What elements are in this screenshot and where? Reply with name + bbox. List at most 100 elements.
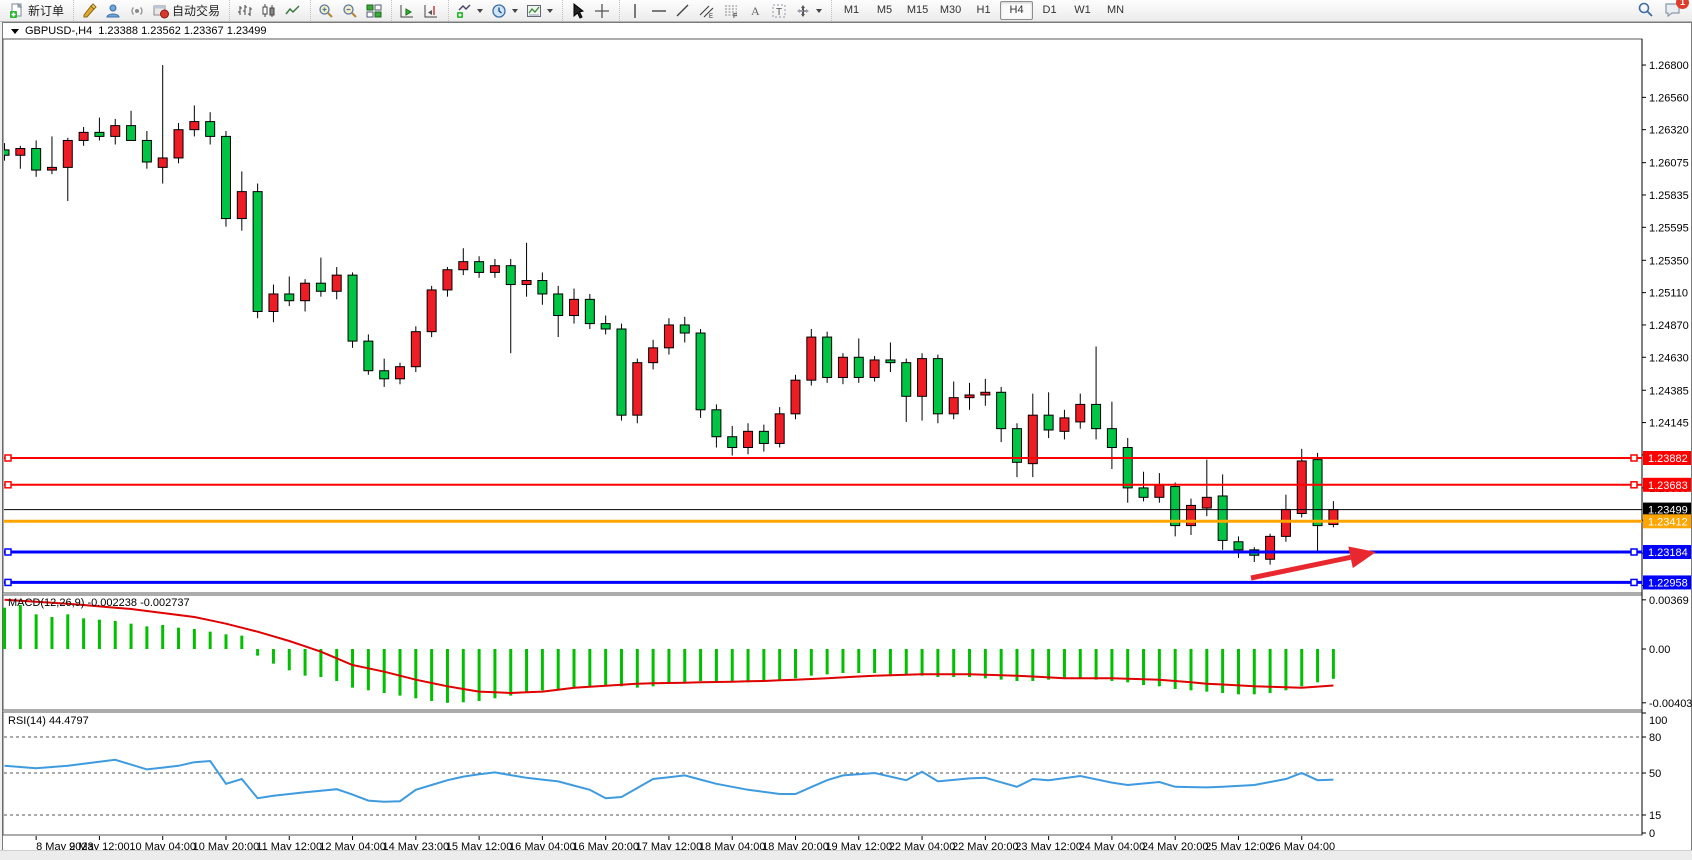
candle-body-bear [854, 357, 863, 377]
candle [411, 326, 420, 372]
candle-body-bull [158, 158, 167, 167]
candle-body-bear [1107, 429, 1116, 448]
candle-body-bear [364, 341, 373, 371]
candle [933, 355, 942, 424]
hline-price-tag-text: 1.23882 [1648, 453, 1688, 465]
rsi-label: RSI(14) 44.4797 [8, 715, 89, 727]
candle-body-bull [1266, 536, 1275, 559]
hline-price-tag-text: 1.23412 [1648, 516, 1688, 528]
hline-handle[interactable] [1631, 549, 1637, 555]
candle [427, 286, 436, 337]
candle-body-bear [538, 281, 547, 294]
candle [791, 375, 800, 419]
candle [348, 272, 357, 347]
price-tick-label: 1.26320 [1649, 125, 1689, 137]
candle [696, 329, 705, 418]
candle-body-bull [459, 262, 468, 270]
price-tick-label: 1.24870 [1649, 320, 1689, 332]
candle-body-bull [174, 130, 183, 158]
candle-body-bull [396, 367, 405, 379]
hline-price-tag-text: 1.22958 [1648, 577, 1688, 589]
candle-body-bear [348, 275, 357, 341]
candle-body-bull [744, 431, 753, 447]
hline-price-tag[interactable]: 1.23882 [1643, 451, 1691, 465]
candle-body-bull [918, 359, 927, 397]
candle-body-bear [886, 360, 895, 363]
candle-body-bear [997, 392, 1006, 428]
candle-body-bear [32, 149, 41, 171]
candle-body-bear [712, 410, 721, 437]
hline-price-tag[interactable]: 1.23412 [1643, 514, 1691, 528]
candle [585, 294, 594, 329]
hline-price-tag-text: 1.23184 [1648, 547, 1688, 559]
macd-label: MACD(12,26,9) -0.002238 -0.002737 [8, 597, 190, 609]
candle-body-bear [380, 371, 389, 379]
candle-body-bull [949, 398, 958, 414]
candle-body-bull [490, 266, 499, 273]
candle-body-bull [411, 332, 420, 367]
candle-body-bear [0, 150, 9, 155]
macd-axis-label: 0.00369 [1649, 595, 1689, 607]
candle-body-bull [838, 357, 847, 377]
candle-body-bear [142, 140, 151, 162]
price-tick-label: 1.26560 [1649, 92, 1689, 104]
price-tick-label: 1.24145 [1649, 418, 1689, 430]
candle [633, 359, 642, 424]
rsi-axis-label: 50 [1649, 768, 1661, 780]
rsi-axis-label: 80 [1649, 732, 1661, 744]
candle-body-bear [554, 294, 563, 316]
macd-axis-label: 0.00 [1649, 644, 1670, 656]
hline-price-tag[interactable]: 1.23184 [1643, 545, 1691, 559]
candle-body-bull [190, 122, 199, 130]
candle-body-bull [570, 299, 579, 315]
candle-body-bull [16, 149, 25, 156]
candle-body-bull [981, 392, 990, 395]
hline-handle[interactable] [1631, 482, 1637, 488]
candle-body-bull [775, 414, 784, 444]
candle-body-bear [1123, 447, 1132, 487]
candle [253, 184, 262, 319]
candle-body-bear [1218, 496, 1227, 540]
rsi-axis-label: 15 [1649, 810, 1661, 822]
candle-body-bear [1044, 415, 1053, 430]
candle-body-bull [1076, 404, 1085, 422]
candle-body-bull [664, 325, 673, 348]
hline-handle[interactable] [1631, 455, 1637, 461]
candle-body-bull [1028, 415, 1037, 463]
candle-body-bear [253, 192, 262, 312]
price-tick-label: 1.25835 [1649, 190, 1689, 202]
price-tick-label: 1.25110 [1649, 288, 1688, 300]
candle-body-bear [728, 437, 737, 448]
price-tick-label: 1.25595 [1649, 222, 1689, 234]
hline-price-tag[interactable]: 1.23683 [1643, 478, 1691, 492]
candle-body-bull [633, 363, 642, 416]
price-tick-label: 1.26800 [1649, 60, 1689, 72]
hline-price-tag[interactable]: 1.22958 [1643, 575, 1691, 589]
hline-handle[interactable] [5, 482, 11, 488]
candle-body-bear [206, 122, 215, 137]
hline-handle[interactable] [1631, 579, 1637, 585]
candle-body-bear [585, 299, 594, 323]
hline-handle[interactable] [5, 579, 11, 585]
candle-body-bull [1281, 509, 1290, 536]
candle-body-bull [237, 192, 246, 219]
macd-pane-frame [3, 595, 1642, 710]
candle-body-bear [617, 329, 626, 415]
candle-body-bear [696, 333, 705, 410]
candle-body-bear [902, 363, 911, 397]
hline-handle[interactable] [5, 549, 11, 555]
candle-body-bear [475, 262, 484, 273]
candle-body-bull [79, 132, 88, 140]
candle-body-bear [1313, 460, 1322, 526]
hline-price-tag-text: 1.23683 [1648, 480, 1688, 492]
candle-body-bear [680, 325, 689, 333]
hline-handle[interactable] [5, 455, 11, 461]
rsi-axis-label: 100 [1649, 715, 1667, 727]
candle-body-bear [285, 294, 294, 301]
candle-body-bull [522, 281, 531, 285]
candle-body-bull [47, 167, 56, 170]
candle [807, 329, 816, 386]
candle-body-bull [965, 395, 974, 398]
price-tick-label: 1.24630 [1649, 352, 1689, 364]
